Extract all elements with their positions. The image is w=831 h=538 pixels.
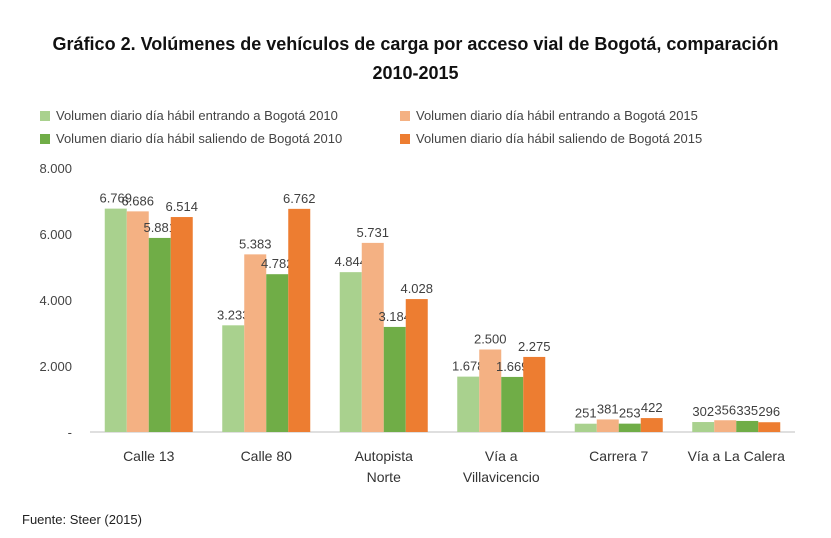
bar (640, 418, 663, 432)
bar (244, 254, 267, 432)
bar (361, 242, 384, 432)
bar (523, 356, 546, 432)
data-label: 3.184 (378, 309, 411, 324)
legend-label: Volumen diario día hábil entrando a Bogo… (416, 108, 698, 123)
data-label: 3.233 (217, 307, 250, 322)
legend-label: Volumen diario día hábil saliendo de Bog… (56, 131, 343, 146)
legend-swatch (400, 111, 410, 121)
x-tick-label: Carrera 7 (589, 448, 648, 464)
data-label: 2.500 (474, 332, 507, 347)
bar (596, 419, 619, 432)
x-tick-label: Vía a (485, 448, 518, 464)
bar (574, 423, 597, 432)
data-label: 296 (758, 404, 780, 419)
legend-label: Volumen diario día hábil entrando a Bogo… (56, 108, 338, 123)
data-label: 335 (736, 403, 758, 418)
data-label: 4.782 (261, 256, 294, 271)
legend-item-2: Volumen diario día hábil entrando a Bogo… (400, 108, 698, 123)
bar (405, 299, 428, 432)
bar (501, 376, 524, 432)
x-tick-label: Vía a La Calera (688, 448, 785, 464)
legend-item-4: Volumen diario día hábil saliendo de Bog… (400, 131, 702, 146)
data-label: 381 (597, 401, 619, 416)
x-tick-label: Villavicencio (463, 469, 540, 485)
legend-swatch (400, 134, 410, 144)
data-label: 4.028 (400, 281, 433, 296)
y-tick-label: - (68, 425, 72, 440)
legend-item-1: Volumen diario día hábil entrando a Bogo… (40, 108, 338, 123)
chart-title: Gráfico 2. Volúmenes de vehículos de car… (0, 30, 831, 88)
bar (126, 211, 149, 432)
chart-title-line-1: Gráfico 2. Volúmenes de vehículos de car… (52, 34, 779, 54)
bar (222, 325, 245, 432)
bar (714, 420, 737, 432)
bar (170, 217, 193, 432)
data-label: 302 (692, 404, 714, 419)
data-label: 5.383 (239, 236, 272, 251)
bar (288, 208, 311, 432)
data-label: 422 (641, 400, 663, 415)
y-tick-label: 8.000 (39, 161, 72, 176)
data-label: 4.844 (334, 254, 367, 269)
data-label: 6.769 (99, 191, 132, 206)
bar (104, 208, 127, 432)
legend-item-3: Volumen diario día hábil saliendo de Bog… (40, 131, 342, 146)
bar (758, 422, 781, 432)
bar (618, 423, 641, 432)
data-label: 6.514 (165, 199, 198, 214)
chart-title-line-2: 2010-2015 (372, 63, 459, 83)
y-tick-label: 2.000 (39, 359, 72, 374)
bar (148, 237, 171, 432)
bar (479, 349, 502, 432)
bar (457, 376, 480, 432)
data-label: 6.686 (121, 193, 154, 208)
legend-swatch (40, 111, 50, 121)
bar (736, 420, 759, 432)
legend-label: Volumen diario día hábil saliendo de Bog… (416, 131, 703, 146)
data-label: 1.678 (452, 359, 485, 374)
data-label: 251 (575, 406, 597, 421)
data-label: 356 (714, 402, 736, 417)
data-label: 2.275 (518, 339, 551, 354)
data-label: 5.731 (356, 225, 389, 240)
source-note: Fuente: Steer (2015) (22, 512, 142, 527)
bar (339, 272, 362, 432)
bar (383, 326, 406, 432)
data-label: 1.669 (496, 359, 529, 374)
data-label: 5.881 (143, 220, 176, 235)
x-tick-label: Norte (367, 469, 401, 485)
y-tick-label: 6.000 (39, 227, 72, 242)
y-tick-label: 4.000 (39, 293, 72, 308)
data-label: 253 (619, 406, 641, 421)
bar (266, 274, 289, 432)
bar (692, 422, 715, 432)
x-tick-label: Calle 80 (241, 448, 293, 464)
data-label: 6.762 (283, 191, 316, 206)
x-tick-label: Calle 13 (123, 448, 175, 464)
x-tick-label: Autopista (355, 448, 414, 464)
legend-swatch (40, 134, 50, 144)
